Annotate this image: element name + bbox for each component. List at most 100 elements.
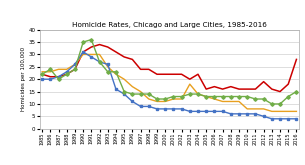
Los Angeles <box>180 98 183 100</box>
Chicago <box>204 88 208 90</box>
Los Angeles <box>106 66 109 68</box>
Chicago <box>73 68 77 70</box>
Los Angeles <box>163 100 167 102</box>
New York <box>89 56 93 58</box>
New York <box>171 108 175 110</box>
Houston <box>270 103 274 105</box>
New York <box>114 88 118 90</box>
Chicago <box>57 76 60 78</box>
Los Angeles <box>213 98 216 100</box>
New York <box>229 113 233 115</box>
Chicago <box>139 68 142 70</box>
Houston <box>114 71 118 73</box>
Los Angeles <box>246 108 249 110</box>
Chicago <box>295 58 298 60</box>
New York <box>48 78 52 80</box>
Chicago <box>237 88 241 90</box>
Chicago <box>106 46 109 48</box>
Houston <box>204 96 208 98</box>
New York <box>196 110 200 112</box>
Chicago <box>278 91 282 93</box>
Houston <box>278 103 282 105</box>
Los Angeles <box>155 100 159 102</box>
New York <box>122 93 126 95</box>
New York <box>286 118 290 120</box>
New York <box>262 115 265 117</box>
New York <box>81 51 85 53</box>
New York <box>73 63 77 65</box>
New York <box>204 110 208 112</box>
New York <box>237 113 241 115</box>
Chicago <box>221 88 224 90</box>
Los Angeles <box>40 71 44 73</box>
Houston <box>163 98 167 100</box>
New York <box>246 113 249 115</box>
Houston <box>262 98 265 100</box>
New York <box>295 118 298 120</box>
Los Angeles <box>131 86 134 88</box>
Houston <box>57 78 60 80</box>
New York <box>147 105 151 107</box>
New York <box>65 71 69 73</box>
New York <box>270 118 274 120</box>
Houston <box>147 93 151 95</box>
Houston <box>295 91 298 93</box>
Los Angeles <box>270 110 274 112</box>
New York <box>98 61 101 63</box>
Line: Houston: Houston <box>41 38 298 105</box>
Los Angeles <box>114 73 118 75</box>
Los Angeles <box>237 100 241 102</box>
New York <box>163 108 167 110</box>
Chicago <box>89 46 93 48</box>
Los Angeles <box>196 93 200 95</box>
Los Angeles <box>139 91 142 93</box>
Chicago <box>155 73 159 75</box>
Houston <box>89 39 93 41</box>
Los Angeles <box>253 108 257 110</box>
Los Angeles <box>295 110 298 112</box>
Houston <box>155 98 159 100</box>
Houston <box>221 96 224 98</box>
Houston <box>237 96 241 98</box>
Houston <box>81 41 85 43</box>
Houston <box>40 73 44 75</box>
Chicago <box>270 88 274 90</box>
Title: Homicide Rates, Chicago and Large Cities, 1985-2016: Homicide Rates, Chicago and Large Cities… <box>72 22 267 28</box>
Chicago <box>65 73 69 75</box>
Houston <box>73 68 77 70</box>
Chicago <box>213 86 216 88</box>
Chicago <box>163 73 167 75</box>
New York <box>278 118 282 120</box>
Chicago <box>147 68 151 70</box>
New York <box>221 110 224 112</box>
Houston <box>98 61 101 63</box>
New York <box>180 108 183 110</box>
Los Angeles <box>278 110 282 112</box>
Chicago <box>246 88 249 90</box>
Los Angeles <box>98 53 101 55</box>
Line: Chicago: Chicago <box>42 45 296 92</box>
Chicago <box>131 58 134 60</box>
Houston <box>65 73 69 75</box>
Line: Los Angeles: Los Angeles <box>42 54 296 111</box>
New York <box>139 105 142 107</box>
Los Angeles <box>73 63 77 65</box>
Chicago <box>286 83 290 85</box>
Los Angeles <box>65 68 69 70</box>
Los Angeles <box>147 98 151 100</box>
Houston <box>213 96 216 98</box>
Houston <box>188 93 192 95</box>
Los Angeles <box>204 96 208 98</box>
Houston <box>48 68 52 70</box>
New York <box>40 78 44 80</box>
Chicago <box>40 73 44 75</box>
New York <box>106 63 109 65</box>
Houston <box>131 93 134 95</box>
Line: New York: New York <box>41 51 298 120</box>
New York <box>253 113 257 115</box>
Houston <box>139 93 142 95</box>
Houston <box>246 96 249 98</box>
New York <box>57 76 60 78</box>
Houston <box>180 96 183 98</box>
Houston <box>122 91 126 93</box>
